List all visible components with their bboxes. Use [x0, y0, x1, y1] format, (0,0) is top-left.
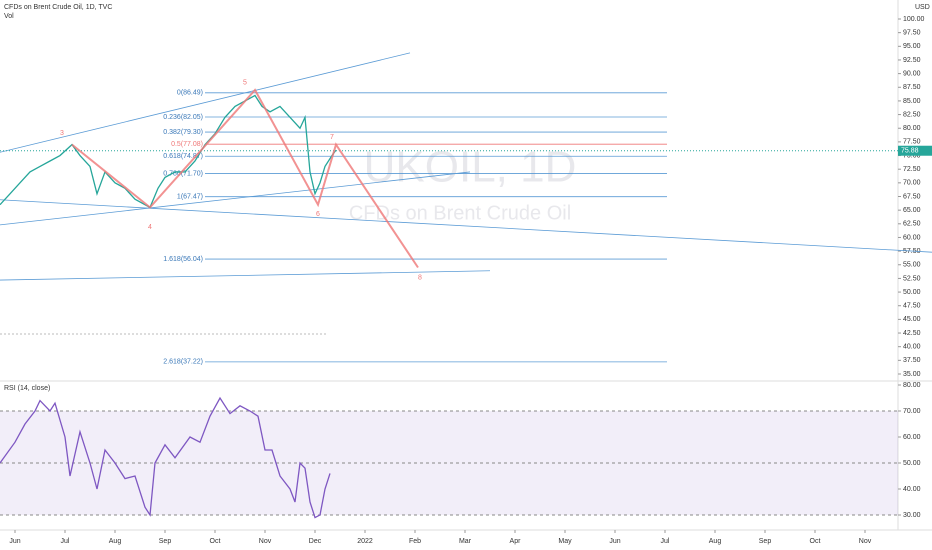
y-tick-label: 42.50	[903, 330, 921, 337]
x-tick-label: Jul	[61, 538, 70, 545]
wave-label: 6	[316, 211, 320, 218]
trend-line	[0, 171, 471, 226]
y-tick-label: 62.50	[903, 221, 921, 228]
wave-label: 4	[148, 224, 152, 231]
trend-line	[0, 270, 491, 281]
x-tick-label: Sep	[159, 538, 172, 545]
rsi-title: RSI (14, close)	[4, 385, 50, 392]
fib-label: 0(86.49)	[177, 90, 203, 97]
y-tick-label: 80.00	[903, 382, 921, 389]
fib-label: 0.382(79.30)	[163, 129, 203, 136]
wave-label: 5	[243, 80, 247, 87]
y-tick-label: 37.50	[903, 357, 921, 364]
fib-label: 0.618(74.87)	[163, 153, 203, 160]
x-tick-label: Oct	[210, 538, 221, 545]
price-line	[0, 94, 337, 209]
y-tick-label: 67.50	[903, 193, 921, 200]
x-tick-label: Apr	[510, 538, 522, 545]
x-tick-label: Feb	[409, 538, 421, 545]
y-tick-label: 55.00	[903, 262, 921, 269]
y-tick-label: 77.50	[903, 139, 921, 146]
y-tick-label: 50.00	[903, 460, 921, 467]
trend-line	[0, 199, 932, 253]
fib-label: 0.236(82.05)	[163, 114, 203, 121]
x-tick-label: Jun	[9, 538, 20, 545]
y-tick-label: 45.00	[903, 316, 921, 323]
y-tick-label: 65.00	[903, 207, 921, 214]
x-tick-label: Nov	[259, 538, 272, 545]
x-tick-label: Dec	[309, 538, 322, 545]
wave-label: 3	[60, 130, 64, 137]
fib-label: 1.618(56.04)	[163, 256, 203, 263]
wave-label: 7	[330, 134, 334, 141]
current-price-tag	[898, 145, 932, 156]
y-tick-label: 30.00	[903, 512, 921, 519]
fib-label: 2.618(37.22)	[163, 359, 203, 366]
y-tick-label: 70.00	[903, 408, 921, 415]
trend-line	[0, 52, 411, 153]
x-tick-label: 2022	[357, 538, 373, 545]
y-tick-label: 97.50	[903, 30, 921, 37]
watermark-symbol: UKOIL, 1D	[364, 143, 577, 192]
x-tick-label: Aug	[109, 538, 122, 545]
watermark-description: CFDs on Brent Crude Oil	[349, 202, 571, 224]
x-tick-label: Nov	[859, 538, 872, 545]
fib-label: 1(67.47)	[177, 194, 203, 201]
y-tick-label: 60.00	[903, 434, 921, 441]
x-tick-label: Jul	[661, 538, 670, 545]
y-tick-label: 35.00	[903, 371, 921, 378]
y-tick-label: 75.00	[903, 152, 921, 159]
fib-label: 0.5(77.08)	[171, 141, 203, 148]
rsi-band	[0, 411, 898, 515]
x-tick-label: May	[558, 538, 572, 545]
wave-label: 8	[418, 275, 422, 282]
y-tick-label: 100.00	[903, 16, 925, 23]
y-tick-label: 40.00	[903, 486, 921, 493]
y-tick-label: 95.00	[903, 43, 921, 50]
x-tick-label: Sep	[759, 538, 772, 545]
wave-line	[71, 88, 419, 269]
y-tick-label: 50.00	[903, 289, 921, 296]
x-tick-label: Aug	[709, 538, 722, 545]
y-tick-label: 70.00	[903, 180, 921, 187]
current-price-label: 75.88	[901, 148, 919, 155]
fib-label: 0.786(71.70)	[163, 170, 203, 177]
y-tick-label: 60.00	[903, 234, 921, 241]
rsi-line	[0, 396, 331, 519]
x-tick-label: Oct	[810, 538, 821, 545]
y-tick-label: 90.00	[903, 70, 921, 77]
y-tick-label: 85.00	[903, 98, 921, 105]
header-title: CFDs on Brent Crude Oil, 1D, TVC	[4, 4, 112, 11]
y-tick-label: 80.00	[903, 125, 921, 132]
y-tick-label: 87.50	[903, 84, 921, 91]
x-tick-label: Jun	[609, 538, 620, 545]
volume-label: Vol	[4, 13, 14, 20]
y-tick-label: 72.50	[903, 166, 921, 173]
y-tick-label: 82.50	[903, 111, 921, 118]
currency: USD	[915, 4, 930, 11]
x-tick-label: Mar	[459, 538, 472, 545]
y-tick-label: 47.50	[903, 303, 921, 310]
y-tick-label: 92.50	[903, 57, 921, 64]
y-tick-label: 52.50	[903, 275, 921, 282]
y-tick-label: 40.00	[903, 344, 921, 351]
